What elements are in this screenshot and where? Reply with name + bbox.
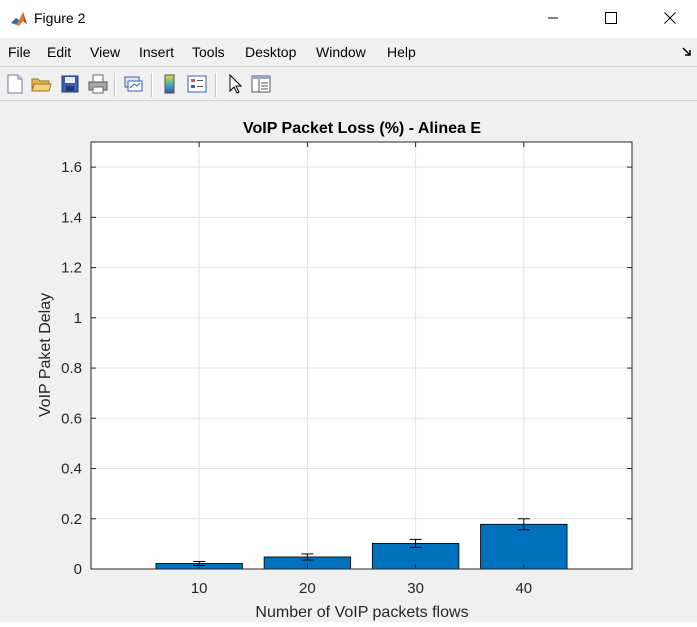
window-bottom-edge xyxy=(0,622,697,627)
y-tick-label: 0 xyxy=(74,561,82,578)
matlab-logo-icon xyxy=(9,9,29,29)
maximize-button[interactable] xyxy=(588,0,634,36)
colorbar-icon[interactable] xyxy=(159,73,181,95)
toolbar-separator xyxy=(114,73,116,97)
x-tick-label: 30 xyxy=(407,580,424,597)
menu-insert[interactable]: Insert xyxy=(139,44,175,60)
dock-figure-icon[interactable] xyxy=(681,46,693,58)
y-tick-label: 0.4 xyxy=(61,461,82,478)
y-tick-label: 1.4 xyxy=(61,209,82,226)
x-tick-label: 20 xyxy=(299,580,316,597)
toolbar-separator xyxy=(215,73,217,97)
close-icon xyxy=(664,12,676,24)
close-button[interactable] xyxy=(647,0,693,36)
menu-window[interactable]: Window xyxy=(316,44,366,60)
open-file-icon[interactable] xyxy=(30,73,52,95)
save-icon[interactable] xyxy=(59,73,81,95)
x-axis-label: Number of VoIP packets flows xyxy=(255,604,468,621)
y-tick-label: 0.6 xyxy=(61,410,82,427)
menu-edit[interactable]: Edit xyxy=(47,44,72,60)
y-tick-label: 1 xyxy=(74,310,82,327)
menu-file[interactable]: File xyxy=(8,44,31,60)
legend-icon[interactable] xyxy=(186,73,208,95)
y-axis-label: VoIP Paket Delay xyxy=(37,293,54,417)
y-tick-label: 1.6 xyxy=(61,159,82,176)
menu-tools[interactable]: Tools xyxy=(192,44,225,60)
pointer-icon[interactable] xyxy=(224,73,246,95)
new-figure-icon[interactable] xyxy=(4,73,26,95)
minimize-button[interactable] xyxy=(530,0,576,36)
y-tick-label: 0.8 xyxy=(61,360,82,377)
maximize-icon xyxy=(605,12,617,24)
minimize-icon xyxy=(548,17,558,19)
x-tick-label: 40 xyxy=(515,580,532,597)
bar xyxy=(480,523,568,570)
menu-bar: File Edit View Insert Tools Desktop Wind… xyxy=(0,38,697,66)
property-inspector-icon[interactable] xyxy=(250,73,272,95)
axes: 0 0.2 0.4 0.6 0.8 1 1.2 1.4 1.6 10 20 30 40 xyxy=(61,141,633,597)
toolbar-divider xyxy=(0,100,697,101)
window-title: Figure 2 xyxy=(34,10,86,26)
y-tick-label: 1.2 xyxy=(61,260,82,277)
menu-desktop[interactable]: Desktop xyxy=(245,44,297,60)
chart-area: 0 0.2 0.4 0.6 0.8 1 1.2 1.4 1.6 10 20 30 40 VoIP Pac… xyxy=(37,120,633,621)
toolbar xyxy=(0,66,697,101)
plot-background xyxy=(91,142,632,569)
x-tick-label: 10 xyxy=(191,580,208,597)
y-tick-label: 0.2 xyxy=(61,511,82,528)
title-bar: Figure 2 xyxy=(0,0,697,38)
axes-box xyxy=(90,141,633,570)
print-icon[interactable] xyxy=(87,73,109,95)
toolbar-separator xyxy=(151,73,153,97)
chart-title: VoIP Packet Loss (%) - Alinea E xyxy=(243,120,481,137)
menu-help[interactable]: Help xyxy=(387,44,416,60)
link-plot-icon[interactable] xyxy=(122,73,144,95)
menu-view[interactable]: View xyxy=(90,44,121,60)
